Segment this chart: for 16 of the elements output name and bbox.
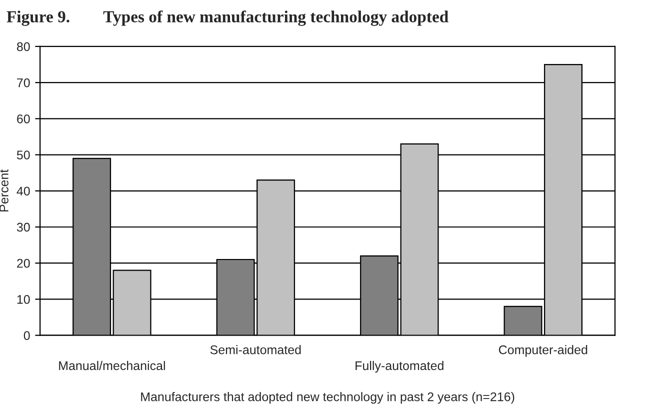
x-tick-label: Computer-aided — [498, 345, 588, 357]
y-tick-label: 20 — [17, 258, 30, 268]
y-tick-label: 50 — [16, 150, 30, 160]
x-tick-label: Fully-automated — [356, 360, 444, 373]
x-tick-label: Manual/mechanical — [59, 360, 165, 370]
y-tick-label: 30 — [16, 222, 30, 232]
y-tick-label: 10 — [17, 295, 30, 304]
y-tick-label: 60 — [17, 114, 30, 124]
x-axis-title: Manufacturers that adopted new technology in past 2 years (n=216) — [141, 392, 514, 404]
y-tick-label: 0 — [24, 331, 30, 340]
x-tick-label: Semi-automated — [210, 345, 301, 354]
y-tick-label: 80 — [16, 42, 30, 52]
y-axis-title: Percent — [0, 169, 8, 212]
chart-title: Figure 9. Types of new manufacturing technology adopted — [6, 10, 448, 26]
y-tick-label: 70 — [17, 78, 30, 88]
y-tick-label: 40 — [16, 186, 30, 196]
